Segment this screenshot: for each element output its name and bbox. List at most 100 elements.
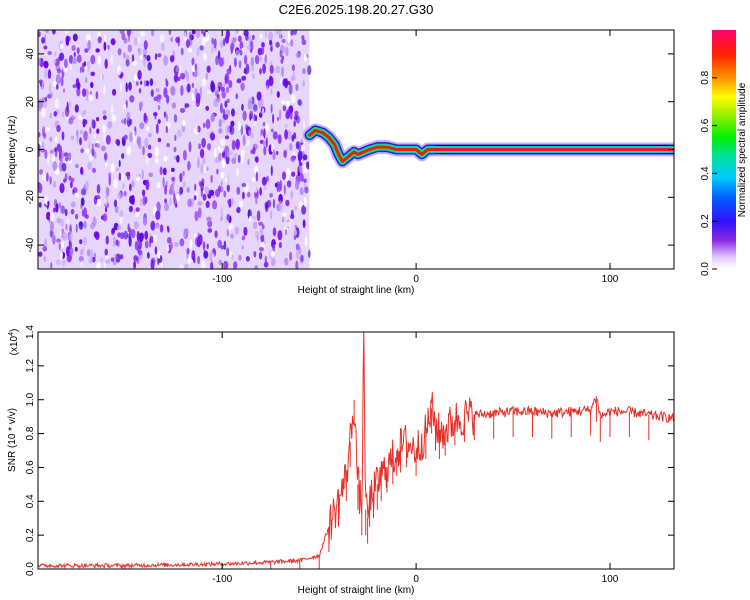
noise-blob xyxy=(79,137,82,146)
noise-blob xyxy=(252,73,255,79)
noise-blob xyxy=(241,235,246,241)
noise-blob xyxy=(220,102,223,114)
spec-y-tick-label: 20 xyxy=(25,96,36,108)
noise-blob xyxy=(57,68,62,74)
colorbar: 0.0 0.2 0.4 0.6 0.8 Normalized spectral ampl… xyxy=(700,30,748,276)
noise-blob xyxy=(270,250,276,258)
noise-blob xyxy=(103,85,106,95)
noise-blob xyxy=(277,230,283,241)
noise-blob xyxy=(56,238,61,243)
noise-blob xyxy=(176,129,182,138)
snr-y-tick-label: 0.6 xyxy=(25,460,36,474)
noise-blob xyxy=(202,241,206,250)
spec-y-tick-label: 0 xyxy=(25,146,36,152)
noise-blob xyxy=(118,172,122,181)
noise-blob xyxy=(59,52,65,61)
noise-blob xyxy=(156,94,162,100)
noise-blob xyxy=(194,70,198,78)
noise-blob xyxy=(271,128,274,133)
noise-blob xyxy=(296,249,300,260)
noise-blob xyxy=(243,226,248,236)
noise-blob xyxy=(252,104,258,112)
noise-blob xyxy=(159,33,165,43)
noise-blob xyxy=(223,240,227,250)
noise-blob xyxy=(252,177,255,182)
noise-blob xyxy=(291,64,295,71)
noise-blob xyxy=(86,60,91,72)
noise-blob xyxy=(209,132,216,141)
noise-blob xyxy=(169,197,172,206)
noise-blob xyxy=(226,228,230,237)
noise-blob xyxy=(196,47,200,57)
snr-scale-label: (x104) xyxy=(8,329,20,356)
noise-blob xyxy=(144,137,149,149)
noise-blob xyxy=(302,79,305,88)
noise-blob xyxy=(68,175,72,181)
noise-blob xyxy=(46,30,50,35)
noise-blob xyxy=(131,54,135,63)
noise-blob xyxy=(76,54,82,63)
noise-blob xyxy=(291,155,297,160)
noise-blob xyxy=(250,56,254,67)
noise-blob xyxy=(83,65,88,71)
noise-blob xyxy=(231,254,234,261)
noise-blob xyxy=(150,220,156,231)
noise-blob xyxy=(249,110,254,120)
noise-blob xyxy=(128,236,132,247)
noise-blob xyxy=(254,230,259,239)
noise-blob xyxy=(274,182,278,188)
noise-blob xyxy=(230,42,234,53)
noise-blob xyxy=(72,188,75,195)
noise-blob xyxy=(215,157,220,164)
noise-blob xyxy=(151,30,155,37)
noise-blob xyxy=(143,40,148,51)
snr-frame xyxy=(37,331,675,570)
noise-blob xyxy=(102,124,107,134)
noise-blob xyxy=(93,231,99,239)
noise-blob xyxy=(265,31,268,38)
noise-blob xyxy=(199,148,205,159)
noise-blob xyxy=(76,47,80,55)
noise-blob xyxy=(52,30,56,35)
noise-blob xyxy=(54,98,60,110)
noise-blob xyxy=(171,176,176,182)
noise-blob xyxy=(240,82,245,91)
noise-blob xyxy=(148,172,154,177)
colorbar-label: Normalized spectral amplitude xyxy=(737,82,748,217)
noise-blob xyxy=(38,143,41,154)
noise-blob xyxy=(269,39,273,46)
noise-blob xyxy=(44,149,48,159)
noise-blob xyxy=(185,39,190,48)
noise-blob xyxy=(119,254,124,260)
noise-blob xyxy=(164,184,168,195)
noise-blob xyxy=(64,58,68,69)
noise-blob xyxy=(258,251,263,260)
snr-y-tick-label: 0.2 xyxy=(25,528,36,542)
noise-blob xyxy=(180,72,186,80)
noise-blob xyxy=(205,200,210,209)
noise-blob xyxy=(90,81,94,89)
noise-blob xyxy=(298,247,302,255)
noise-blob xyxy=(166,94,170,104)
noise-blob xyxy=(241,182,247,188)
noise-blob xyxy=(210,82,216,93)
noise-blob xyxy=(279,30,282,39)
noise-blob xyxy=(187,256,192,265)
noise-blob xyxy=(236,207,241,214)
noise-blob xyxy=(282,78,287,87)
noise-blob xyxy=(55,73,61,85)
noise-blob xyxy=(284,228,288,236)
noise-blob xyxy=(270,88,273,95)
noise-blob xyxy=(268,76,274,87)
noise-blob xyxy=(252,146,256,155)
noise-blob xyxy=(220,39,224,49)
colorbar-tick-label: 0.8 xyxy=(700,70,711,84)
noise-blob xyxy=(186,83,191,93)
noise-blob xyxy=(300,254,304,263)
noise-blob xyxy=(97,55,102,65)
noise-blob xyxy=(226,98,230,103)
noise-blob xyxy=(241,103,244,111)
noise-blob xyxy=(235,49,240,56)
noise-blob xyxy=(270,165,273,177)
noise-blob xyxy=(84,48,88,53)
